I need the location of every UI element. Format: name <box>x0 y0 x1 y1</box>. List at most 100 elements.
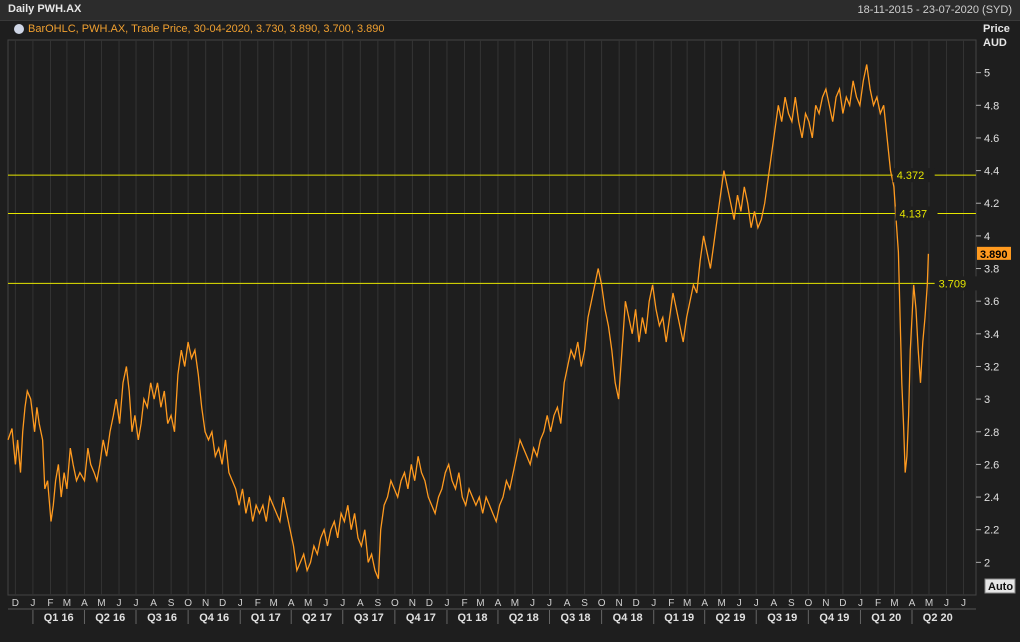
month-tick-label: D <box>219 598 226 609</box>
horizontal-line-label-bg <box>934 276 977 291</box>
month-tick-label: M <box>890 598 898 609</box>
auto-button[interactable] <box>984 578 1016 594</box>
horizontal-line-labels: 4.372 4.137 3.709 <box>892 168 977 291</box>
month-tick-label: O <box>804 598 812 609</box>
y-tick-label: 3.2 <box>984 361 999 373</box>
quarter-tick-label: Q2 17 <box>302 612 332 624</box>
series-legend[interactable]: BarOHLC, PWH.AX, Trade Price, 30-04-2020… <box>14 23 384 35</box>
y-tick-label: 4.6 <box>984 133 999 145</box>
quarter-tick-label: Q1 18 <box>457 612 487 624</box>
price-line <box>7 64 930 579</box>
month-tick-label: D <box>426 598 433 609</box>
month-tick-label: J <box>754 598 759 609</box>
legend-text: BarOHLC, PWH.AX, Trade Price, 30-04-2020… <box>28 23 385 35</box>
horizontal-line-label-bg <box>892 168 935 183</box>
month-tick-label: J <box>444 598 449 609</box>
quarter-tick-label: Q4 16 <box>199 612 229 624</box>
y-axis-label-price: Price <box>983 23 1010 35</box>
quarter-tick-label: Q2 16 <box>95 612 125 624</box>
y-tick-label: 4.2 <box>984 198 999 210</box>
month-tick-label: M <box>304 598 312 609</box>
month-tick-label: S <box>581 598 588 609</box>
y-tick-label: 3.8 <box>984 264 999 276</box>
month-tick-label: N <box>616 598 623 609</box>
month-tick-label: J <box>340 598 345 609</box>
quarter-tick-label: Q3 16 <box>147 612 177 624</box>
month-tick-label: J <box>961 598 966 609</box>
month-tick-label: S <box>375 598 382 609</box>
horizontal-line-label: 4.372 <box>897 170 925 182</box>
month-tick-label: N <box>822 598 829 609</box>
quarter-tick-label: Q1 16 <box>44 612 74 624</box>
month-tick-label: F <box>255 598 261 609</box>
month-tick-label: J <box>858 598 863 609</box>
y-tick-label: 2 <box>984 557 990 569</box>
month-tick-label: M <box>476 598 484 609</box>
last-price-value: 3.890 <box>980 249 1008 261</box>
y-tick-label: 2.4 <box>984 492 999 504</box>
month-tick-label: J <box>134 598 139 609</box>
horizontal-line-label: 3.709 <box>939 278 967 290</box>
x-axis-quarter-ticks: Q1 16 Q2 16 Q3 16 Q4 16 Q1 17 Q2 17 Q3 17 Q4 17… <box>32 610 953 624</box>
y-axis-ticks: 2 2.2 2.4 2.6 2.8 3 3.2 3.4 3.6 3.8 4 4.2 4.4 4.6 4.8 5 <box>976 68 999 569</box>
month-tick-label: N <box>409 598 416 609</box>
quarter-tick-label: Q2 18 <box>509 612 539 624</box>
month-tick-label: A <box>150 598 157 609</box>
date-range: 18-11-2015 - 23-07-2020 (SYD) <box>857 4 1013 16</box>
month-tick-label: F <box>668 598 674 609</box>
y-tick-label: 5 <box>984 68 990 80</box>
month-tick-label: F <box>47 598 53 609</box>
month-tick-label: M <box>718 598 726 609</box>
vertical-gridlines <box>14 40 965 595</box>
y-tick-label: 4.8 <box>984 100 999 112</box>
clock-icon <box>14 24 24 34</box>
month-tick-label: J <box>238 598 243 609</box>
auto-button-label[interactable]: Auto <box>988 581 1013 593</box>
month-tick-label: A <box>770 598 777 609</box>
month-tick-label: A <box>909 598 916 609</box>
quarter-tick-label: Q2 19 <box>715 612 745 624</box>
quarter-tick-label: Q2 20 <box>923 612 953 624</box>
month-tick-label: A <box>357 598 364 609</box>
month-tick-label: J <box>530 598 535 609</box>
month-tick-label: J <box>323 598 328 609</box>
y-tick-label: 3.6 <box>984 296 999 308</box>
month-tick-label: M <box>511 598 519 609</box>
month-tick-label: O <box>598 598 606 609</box>
month-tick-label: D <box>633 598 640 609</box>
month-tick-label: A <box>288 598 295 609</box>
quarter-tick-label: Q3 17 <box>354 612 384 624</box>
month-tick-label: O <box>184 598 192 609</box>
y-tick-label: 3.4 <box>984 329 999 341</box>
month-tick-label: F <box>875 598 881 609</box>
y-tick-label: 3 <box>984 394 990 406</box>
month-tick-label: A <box>495 598 502 609</box>
quarter-tick-label: Q3 18 <box>561 612 591 624</box>
y-tick-label: 4.4 <box>984 166 999 178</box>
quarter-tick-label: Q1 20 <box>871 612 901 624</box>
quarter-tick-label: Q4 17 <box>406 612 436 624</box>
month-tick-label: A <box>81 598 88 609</box>
month-tick-label: J <box>651 598 656 609</box>
horizontal-line-label-bg <box>895 206 938 221</box>
quarter-tick-label: Q1 17 <box>251 612 281 624</box>
plot-area <box>7 39 977 596</box>
month-tick-label: A <box>701 598 708 609</box>
quarter-tick-label: Q1 19 <box>664 612 694 624</box>
month-tick-label: J <box>737 598 742 609</box>
month-tick-label: M <box>683 598 691 609</box>
month-tick-label: M <box>97 598 105 609</box>
month-tick-label: D <box>12 598 19 609</box>
month-tick-label: J <box>547 598 552 609</box>
quarter-tick-label: Q4 18 <box>613 612 643 624</box>
month-tick-label: M <box>63 598 71 609</box>
y-tick-label: 2.2 <box>984 525 999 537</box>
title-bar: Daily PWH.AX 18-11-2015 - 23-07-2020 (SY… <box>0 0 1020 21</box>
quarter-tick-label: Q3 19 <box>767 612 797 624</box>
month-tick-label: O <box>391 598 399 609</box>
month-tick-label: J <box>944 598 949 609</box>
month-tick-label: M <box>269 598 277 609</box>
month-tick-label: S <box>168 598 175 609</box>
